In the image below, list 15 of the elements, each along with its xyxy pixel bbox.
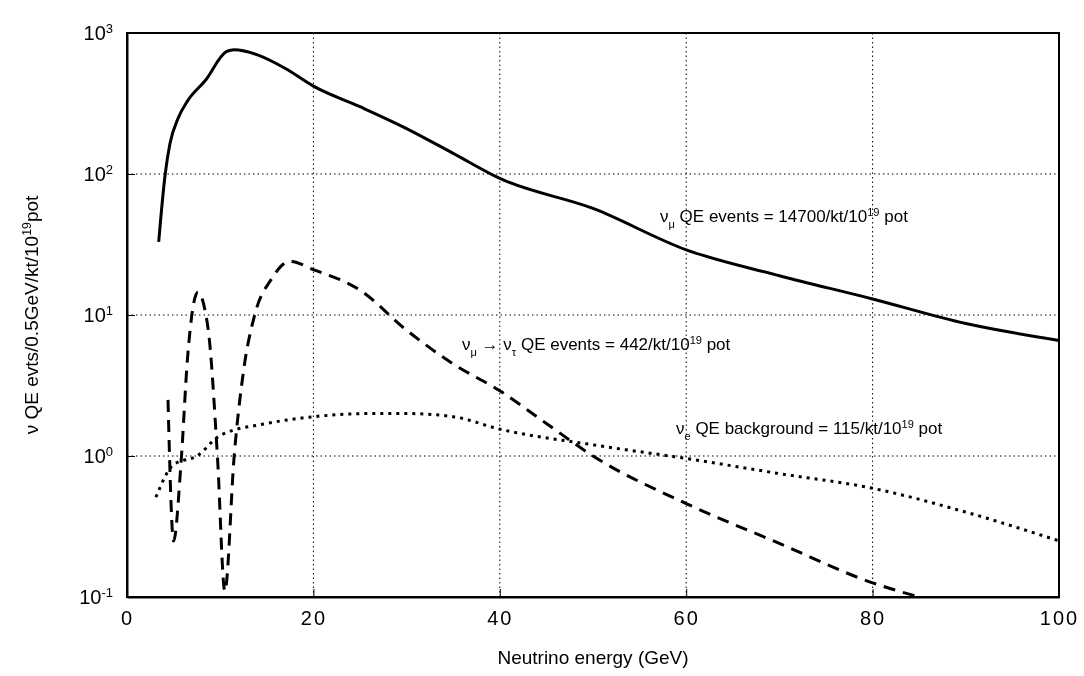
annotation: ν$_{μ}$ → ν$_{τ}$ QE events = 442/kt/10$^{19}$ pot bbox=[462, 334, 731, 358]
x-tick-label: 100 bbox=[1039, 607, 1080, 630]
annotation: ν$_{μ}$ QE events = 14700/kt/10$^{19}$ pot bbox=[660, 206, 909, 230]
y-tick-label: 10$^{1}$ bbox=[83, 302, 113, 326]
y-tick-label: 10$^{0}$ bbox=[83, 443, 113, 467]
y-tick-label: 10$^{2}$ bbox=[83, 161, 113, 185]
y-tick-label: 10$^{-1}$ bbox=[79, 584, 113, 608]
y-tick-label: 10$^{3}$ bbox=[83, 20, 113, 44]
x-tick-label: 80 bbox=[859, 607, 887, 630]
x-tick-label: 40 bbox=[487, 607, 514, 630]
annotation: ν$_{e}$ QE background = 115/kt/10$^{19}$ pot bbox=[676, 418, 943, 442]
x-tick-label: 60 bbox=[673, 607, 700, 630]
x-axis-title: Neutrino energy (GeV) bbox=[497, 647, 689, 668]
x-tick-label: 0 bbox=[120, 607, 135, 630]
x-tick-label: 20 bbox=[300, 607, 328, 630]
